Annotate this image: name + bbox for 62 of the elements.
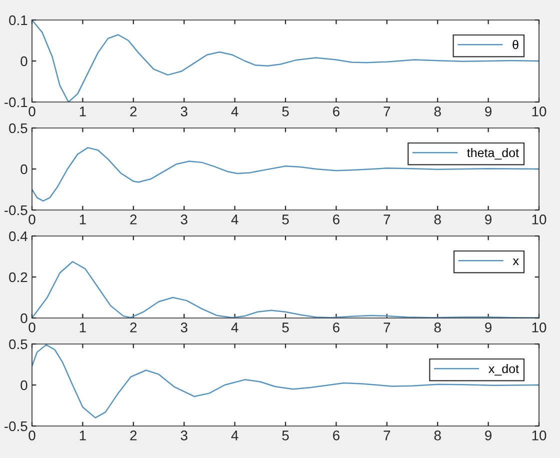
x-tick-label: 2 <box>130 214 137 224</box>
x-tick-label: 5 <box>282 322 289 332</box>
x-tick-label: 8 <box>434 430 441 440</box>
x-tick-label: 1 <box>80 322 86 332</box>
x-tick-label: 5 <box>282 430 289 440</box>
x-tick-label: 2 <box>130 322 137 332</box>
y-tick-label: -0.1 <box>4 97 28 108</box>
y-tick-label: 0 <box>20 313 28 324</box>
x-tick-label: 1 <box>80 106 86 116</box>
legend-label: theta_dot <box>467 148 519 160</box>
y-tick-label: 0.5 <box>9 339 28 350</box>
y-tick-label: 0.2 <box>9 272 28 282</box>
x-tick-label: 5 <box>282 106 289 116</box>
x-tick-label: 9 <box>485 214 492 224</box>
legend-label: θ <box>512 40 518 50</box>
line-series <box>32 20 539 102</box>
y-tick-label: -0.5 <box>4 421 28 432</box>
x-tick-label: 4 <box>231 322 238 332</box>
y-tick-label: 0 <box>20 380 28 390</box>
x-tick-label: 4 <box>231 106 238 116</box>
x-tick-label: 0 <box>28 322 36 332</box>
x-tick-label: 7 <box>384 430 390 440</box>
x-tick-label: 2 <box>130 106 137 116</box>
x-tick-label: 6 <box>333 214 340 224</box>
x-tick-label: 10 <box>532 214 546 224</box>
x-tick-label: 3 <box>180 430 188 440</box>
x-tick-label: 8 <box>434 214 441 224</box>
y-tick-label: -0.5 <box>4 205 28 216</box>
x-tick-label: 6 <box>333 322 340 332</box>
x-tick-label: 1 <box>80 430 86 440</box>
x-tick-label: 4 <box>231 214 238 224</box>
x-tick-label: 7 <box>384 214 390 224</box>
x-tick-label: 6 <box>333 106 340 116</box>
x-tick-label: 2 <box>130 430 137 440</box>
y-tick-label: 0.4 <box>9 231 28 242</box>
x-tick-label: 0 <box>28 106 36 116</box>
y-tick-label: 0 <box>20 164 28 174</box>
x-tick-label: 0 <box>28 214 36 224</box>
x-tick-label: 7 <box>384 106 390 116</box>
x-tick-label: 9 <box>485 322 492 332</box>
line-series <box>32 147 539 202</box>
x-tick-label: 0 <box>28 430 36 440</box>
x-tick-label: 3 <box>180 214 188 224</box>
x-tick-label: 8 <box>434 322 441 332</box>
y-tick-label: 0.5 <box>9 123 28 134</box>
legend-label: x_dot <box>488 364 519 376</box>
x-tick-label: 1 <box>80 214 86 224</box>
x-tick-label: 10 <box>532 322 546 332</box>
x-tick-label: 9 <box>485 430 492 440</box>
x-tick-label: 10 <box>532 106 546 116</box>
x-tick-label: 10 <box>532 430 546 440</box>
x-tick-label: 3 <box>180 106 188 116</box>
legend-label: x <box>512 258 519 266</box>
y-tick-label: 0 <box>20 56 28 66</box>
x-tick-label: 9 <box>485 106 492 116</box>
x-tick-label: 5 <box>282 214 289 224</box>
x-tick-label: 8 <box>434 106 441 116</box>
x-tick-label: 3 <box>180 322 188 332</box>
x-tick-label: 6 <box>333 430 340 440</box>
x-tick-label: 7 <box>384 322 390 332</box>
x-tick-label: 4 <box>231 430 238 440</box>
y-tick-label: 0.1 <box>9 15 28 26</box>
